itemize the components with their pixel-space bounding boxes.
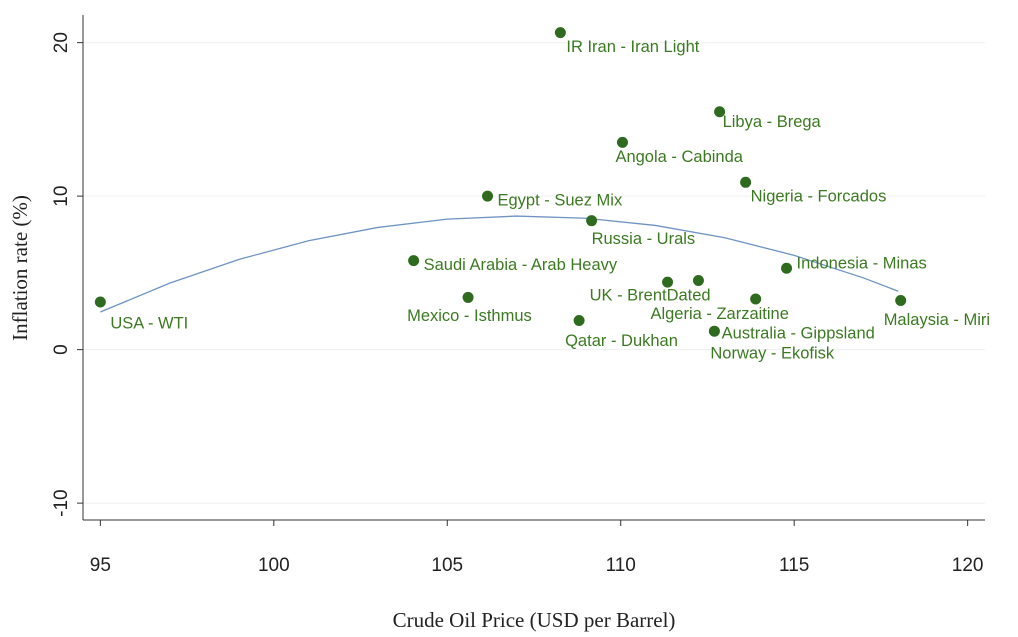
- point-label: Mexico - Isthmus: [407, 307, 532, 325]
- point-label: IR Iran - Iran Light: [566, 38, 699, 56]
- point-label: Norway - Ekofisk: [710, 345, 835, 363]
- point-label: Egypt - Suez Mix: [498, 191, 623, 209]
- fit-line: [100, 215, 899, 313]
- y-axis-title: Inflation rate (%): [8, 195, 32, 341]
- point-label: Nigeria - Forcados: [751, 188, 887, 206]
- y-tick-label: 20: [51, 32, 72, 53]
- point: [781, 262, 793, 274]
- point: [408, 255, 420, 267]
- point: [573, 314, 585, 326]
- point-label: USA - WTI: [110, 314, 188, 332]
- point: [750, 293, 762, 305]
- point-label: Libya - Brega: [723, 113, 822, 131]
- point-label: Angola - Cabinda: [615, 148, 743, 166]
- point: [616, 136, 628, 148]
- x-tick-label: 95: [90, 555, 111, 576]
- point: [692, 275, 704, 287]
- point: [554, 27, 566, 39]
- point: [895, 295, 907, 307]
- x-tick-label: 110: [606, 555, 636, 576]
- y-tick-label: -10: [51, 489, 72, 516]
- x-tick-label: 120: [952, 555, 984, 576]
- point: [586, 215, 598, 227]
- point-label: Algeria - Zarzaitine: [650, 305, 788, 323]
- x-tick-label: 100: [258, 555, 290, 576]
- point-label: Australia - Gippsland: [722, 324, 875, 342]
- point: [740, 176, 752, 188]
- point: [462, 291, 474, 303]
- point: [708, 325, 720, 337]
- point-label: Indonesia - Minas: [797, 255, 927, 273]
- x-axis-title: Crude Oil Price (USD per Barrel): [393, 608, 676, 632]
- point-label: Saudi Arabia - Arab Heavy: [424, 256, 618, 274]
- point: [482, 190, 494, 202]
- point: [714, 106, 726, 118]
- point-label: Russia - Urals: [592, 230, 696, 248]
- x-tick-label: 115: [779, 555, 809, 576]
- y-tick-label: 0: [51, 344, 72, 355]
- point: [94, 296, 106, 308]
- point: [662, 276, 674, 288]
- y-tick-label: 10: [51, 186, 72, 207]
- point-label: Malaysia - Miri: [884, 311, 990, 329]
- x-tick-label: 105: [431, 555, 463, 576]
- point-label: UK - BrentDated: [590, 286, 711, 304]
- point-label: Qatar - Dukhan: [565, 332, 678, 350]
